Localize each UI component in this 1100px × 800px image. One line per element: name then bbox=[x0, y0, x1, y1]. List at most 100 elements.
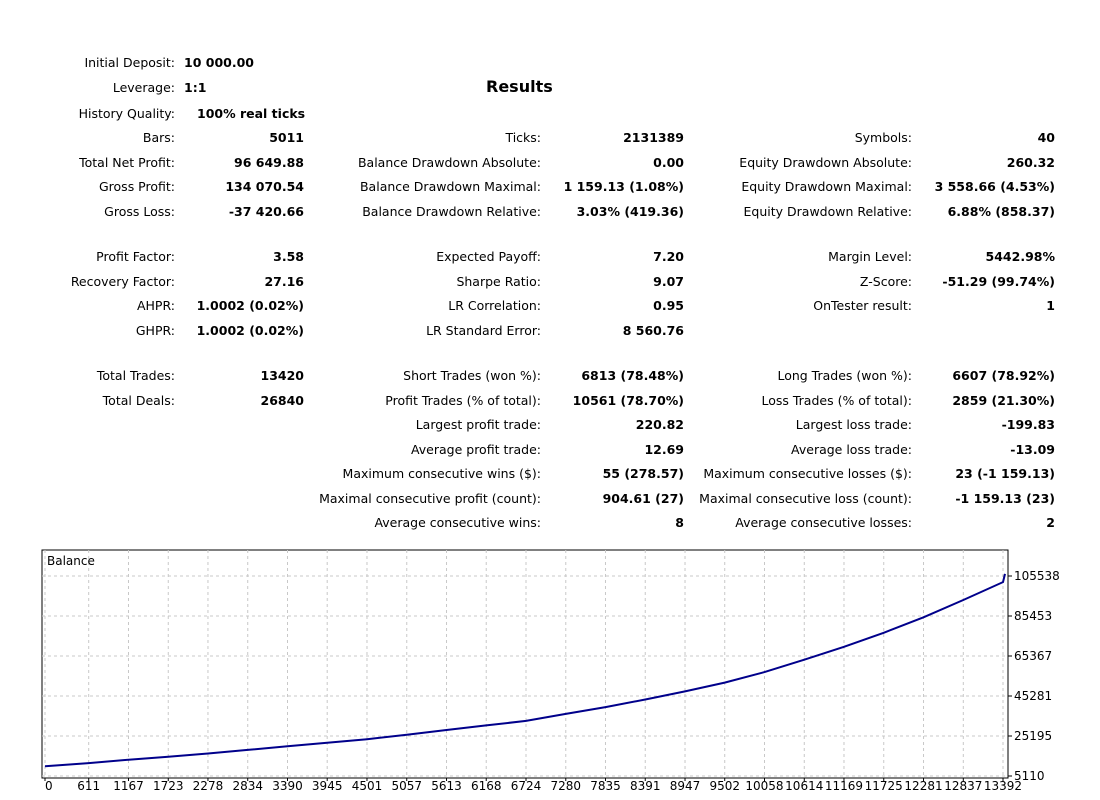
net-profit-value: 96 649.88 bbox=[234, 155, 304, 170]
ghpr-label: GHPR: bbox=[135, 323, 175, 338]
max-consecutive-losses-value: 23 (-1 159.13) bbox=[955, 466, 1055, 481]
loss-trades-value: 2859 (21.30%) bbox=[952, 393, 1055, 408]
x-axis-ticks: 0 611 1167 1723 2278 2834 3390 3945 4501 5057 5613… bbox=[44, 778, 1022, 793]
history-quality-value: 100% real ticks bbox=[197, 106, 306, 121]
margin-level-value: 5442.98% bbox=[985, 249, 1055, 264]
lr-correlation-value: 0.95 bbox=[653, 298, 684, 313]
largest-loss-trade-label: Largest loss trade: bbox=[795, 417, 912, 432]
gross-loss-label: Gross Loss: bbox=[104, 204, 175, 219]
max-consecutive-losses-label: Maximum consecutive losses ($): bbox=[703, 466, 912, 481]
equity-dd-rel-value: 6.88% (858.37) bbox=[947, 204, 1055, 219]
chart-grid bbox=[42, 550, 1008, 778]
y-axis-ticks: 5110 25195 45281 65367 85453 105538 bbox=[1008, 569, 1060, 783]
long-trades-label: Long Trades (won %): bbox=[777, 368, 912, 383]
balance-dd-rel-label: Balance Drawdown Relative: bbox=[362, 204, 541, 219]
x-tick-label: 611 bbox=[77, 779, 100, 793]
ticks-value: 2131389 bbox=[623, 130, 684, 145]
balance-dd-abs-value: 0.00 bbox=[653, 155, 684, 170]
bars-value: 5011 bbox=[269, 130, 304, 145]
chart-title: Balance bbox=[47, 554, 95, 568]
results-title: Results bbox=[486, 77, 553, 96]
total-deals-label: Total Deals: bbox=[102, 393, 175, 408]
y-tick-label: 85453 bbox=[1014, 609, 1052, 623]
x-tick-label: 5613 bbox=[431, 779, 462, 793]
x-tick-label: 12837 bbox=[944, 779, 982, 793]
x-tick-label: 10058 bbox=[745, 779, 783, 793]
balance-dd-abs-label: Balance Drawdown Absolute: bbox=[357, 155, 541, 170]
bars-label: Bars: bbox=[142, 130, 175, 145]
average-consecutive-losses-label: Average consecutive losses: bbox=[735, 515, 912, 530]
profit-trades-value: 10561 (78.70%) bbox=[572, 393, 684, 408]
ahpr-value: 1.0002 (0.02%) bbox=[196, 298, 304, 313]
x-tick-label: 1723 bbox=[153, 779, 184, 793]
profit-trades-label: Profit Trades (% of total): bbox=[385, 393, 541, 408]
balance-chart-svg: Balance 5110 25195 45281 65367 85453 105538 0… bbox=[41, 549, 1060, 793]
equity-dd-max-label: Equity Drawdown Maximal: bbox=[741, 179, 912, 194]
sharpe-ratio-value: 9.07 bbox=[653, 274, 684, 289]
z-score-value: -51.29 (99.74%) bbox=[942, 274, 1055, 289]
equity-dd-abs-label: Equity Drawdown Absolute: bbox=[739, 155, 912, 170]
x-tick-label: 10614 bbox=[785, 779, 823, 793]
sharpe-ratio-label: Sharpe Ratio: bbox=[456, 274, 541, 289]
average-profit-trade-value: 12.69 bbox=[644, 442, 684, 457]
x-tick-label: 6724 bbox=[511, 779, 542, 793]
profit-factor-label: Profit Factor: bbox=[96, 249, 175, 264]
balance-series-line bbox=[44, 573, 1006, 768]
average-loss-trade-label: Average loss trade: bbox=[791, 442, 912, 457]
total-deals-value: 26840 bbox=[260, 393, 305, 408]
total-trades-label: Total Trades: bbox=[96, 368, 175, 383]
initial-deposit-value: 10 000.00 bbox=[184, 55, 254, 70]
x-tick-label: 3945 bbox=[312, 779, 343, 793]
short-trades-value: 6813 (78.48%) bbox=[581, 368, 684, 383]
lr-correlation-label: LR Correlation: bbox=[448, 298, 541, 313]
chart-plot-frame bbox=[41, 549, 1009, 779]
gross-profit-value: 134 070.54 bbox=[225, 179, 304, 194]
total-trades-value: 13420 bbox=[260, 368, 305, 383]
lr-standard-error-value: 8 560.76 bbox=[622, 323, 684, 338]
x-tick-label: 8947 bbox=[670, 779, 701, 793]
ahpr-label: AHPR: bbox=[136, 298, 175, 313]
x-tick-label: 2278 bbox=[193, 779, 224, 793]
symbols-label: Symbols: bbox=[854, 130, 912, 145]
x-tick-label: 12281 bbox=[904, 779, 942, 793]
symbols-value: 40 bbox=[1037, 130, 1055, 145]
margin-level-label: Margin Level: bbox=[828, 249, 912, 264]
x-tick-label: 13392 bbox=[984, 779, 1022, 793]
x-tick-label: 1167 bbox=[113, 779, 144, 793]
x-tick-label: 6168 bbox=[471, 779, 502, 793]
average-profit-trade-label: Average profit trade: bbox=[410, 442, 541, 457]
x-tick-label: 7280 bbox=[551, 779, 582, 793]
y-tick-label: 5110 bbox=[1014, 769, 1045, 783]
average-loss-trade-value: -13.09 bbox=[1010, 442, 1055, 457]
average-consecutive-wins-label: Average consecutive wins: bbox=[374, 515, 541, 530]
x-tick-label: 7835 bbox=[590, 779, 621, 793]
initial-deposit-label: Initial Deposit: bbox=[84, 55, 175, 70]
gross-loss-value: -37 420.66 bbox=[228, 204, 304, 219]
ontester-result-value: 1 bbox=[1046, 298, 1055, 313]
x-tick-label: 5057 bbox=[391, 779, 422, 793]
balance-dd-rel-value: 3.03% (419.36) bbox=[576, 204, 684, 219]
x-tick-label: 0 bbox=[45, 779, 53, 793]
max-consecutive-wins-label: Maximum consecutive wins ($): bbox=[342, 466, 541, 481]
largest-profit-trade-label: Largest profit trade: bbox=[415, 417, 541, 432]
equity-dd-abs-value: 260.32 bbox=[1006, 155, 1055, 170]
balance-chart: Balance 5110 25195 45281 65367 85453 105538 0… bbox=[0, 540, 1100, 800]
loss-trades-label: Loss Trades (% of total): bbox=[761, 393, 912, 408]
x-tick-label: 2834 bbox=[232, 779, 263, 793]
lr-standard-error-label: LR Standard Error: bbox=[426, 323, 541, 338]
maximal-consecutive-profit-label: Maximal consecutive profit (count): bbox=[319, 491, 541, 506]
ticks-label: Ticks: bbox=[505, 130, 541, 145]
largest-loss-trade-value: -199.83 bbox=[1001, 417, 1055, 432]
leverage-value: 1:1 bbox=[184, 80, 207, 95]
ghpr-value: 1.0002 (0.02%) bbox=[196, 323, 304, 338]
ontester-result-label: OnTester result: bbox=[813, 298, 912, 313]
net-profit-label: Total Net Profit: bbox=[79, 155, 175, 170]
recovery-factor-value: 27.16 bbox=[264, 274, 304, 289]
y-tick-label: 25195 bbox=[1014, 729, 1052, 743]
x-tick-label: 4501 bbox=[352, 779, 383, 793]
x-tick-label: 11725 bbox=[865, 779, 903, 793]
recovery-factor-label: Recovery Factor: bbox=[70, 274, 175, 289]
x-tick-label: 9502 bbox=[709, 779, 740, 793]
y-tick-label: 65367 bbox=[1014, 649, 1052, 663]
maximal-consecutive-profit-value: 904.61 (27) bbox=[602, 491, 684, 506]
